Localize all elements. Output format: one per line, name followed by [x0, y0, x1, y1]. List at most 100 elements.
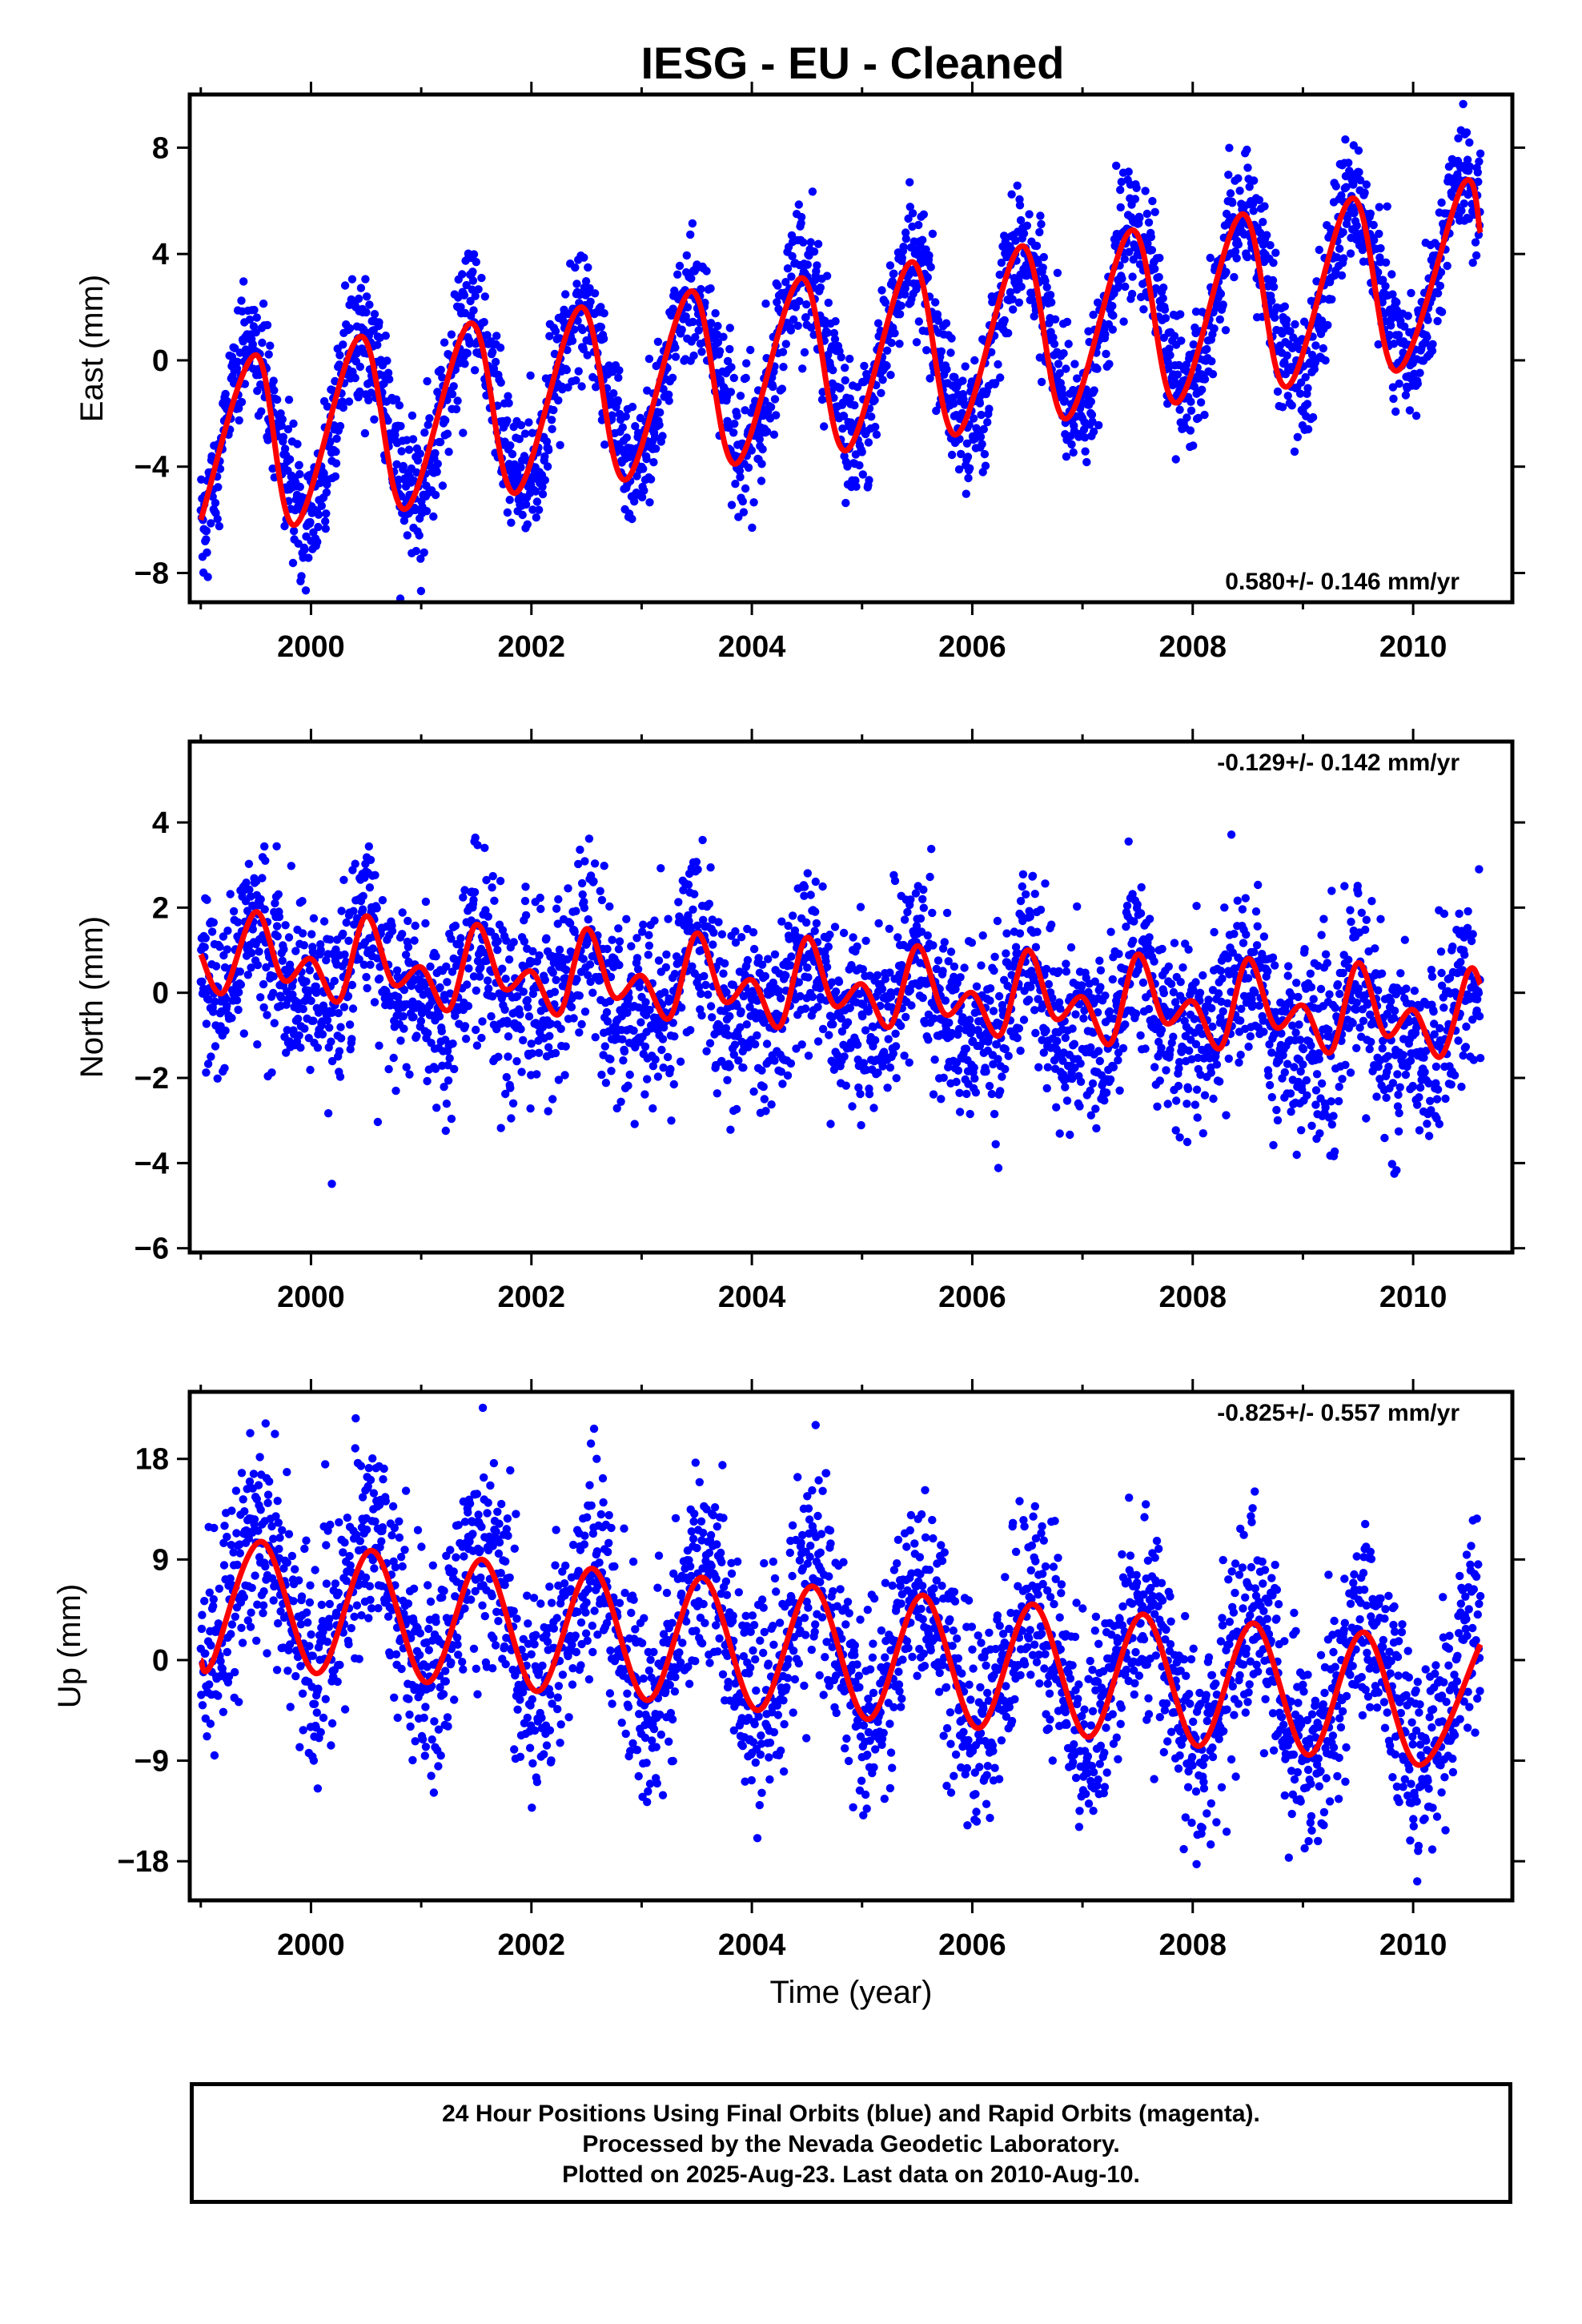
east-point	[1014, 298, 1024, 307]
north-point	[501, 1089, 510, 1099]
north-point	[232, 995, 242, 1005]
north-point	[831, 987, 841, 996]
north-point	[223, 1001, 231, 1011]
east-point	[994, 360, 1002, 369]
north-point	[209, 1007, 218, 1016]
north-point	[885, 968, 894, 977]
east-point	[1147, 246, 1157, 255]
north-point	[753, 1031, 761, 1040]
north-point	[651, 1055, 660, 1064]
north-point	[1002, 929, 1011, 938]
north-point	[580, 903, 589, 912]
east-point	[905, 178, 914, 187]
east-point	[1081, 447, 1090, 456]
north-point	[456, 934, 465, 943]
east-point	[253, 386, 262, 396]
north-point	[498, 964, 507, 973]
north-point	[335, 1047, 344, 1055]
north-point	[853, 942, 861, 951]
east-point	[895, 340, 904, 348]
east-point	[934, 316, 943, 325]
north-point	[316, 946, 325, 955]
east-point	[433, 460, 442, 468]
north-point	[1071, 1010, 1080, 1019]
north-point	[830, 923, 840, 931]
north-point	[732, 1104, 741, 1114]
east-point	[431, 490, 440, 500]
north-point	[619, 1056, 628, 1065]
north-point	[743, 955, 753, 965]
north-point	[256, 895, 265, 904]
east-point	[706, 284, 715, 293]
east-point	[770, 395, 780, 404]
east-point	[1381, 258, 1391, 267]
north-point	[502, 936, 511, 945]
north-point	[749, 928, 758, 937]
north-point	[311, 982, 320, 991]
east-point	[460, 291, 469, 300]
north-point	[588, 988, 597, 997]
north-point	[502, 1072, 511, 1082]
north-point	[273, 932, 282, 941]
north-point	[366, 855, 375, 865]
north-point	[813, 1037, 823, 1046]
east-point	[1089, 310, 1098, 320]
east-point	[841, 364, 849, 372]
east-point	[521, 500, 531, 509]
north-point	[669, 1019, 677, 1027]
east-point	[562, 365, 571, 375]
north-point	[600, 862, 608, 870]
east-point	[465, 339, 474, 348]
north-point	[1042, 964, 1051, 974]
north-point	[572, 907, 580, 915]
east-point	[981, 461, 990, 470]
north-point	[400, 1024, 408, 1033]
north-point	[806, 891, 815, 899]
east-point	[1000, 316, 1009, 325]
east-point	[1116, 203, 1125, 212]
north-point	[409, 1012, 418, 1022]
east-point	[1443, 261, 1452, 271]
east-point	[1080, 433, 1090, 442]
east-point	[1053, 268, 1062, 277]
east-point	[895, 310, 905, 319]
east-point	[1088, 417, 1097, 426]
east-point	[739, 508, 749, 517]
east-point	[1042, 283, 1051, 292]
east-point	[207, 452, 216, 460]
north-point	[347, 1035, 356, 1043]
east-point	[742, 359, 751, 368]
north-point	[298, 897, 307, 906]
north-point	[203, 895, 211, 904]
east-point	[263, 320, 272, 330]
east-point	[1249, 207, 1258, 215]
east-point	[882, 346, 892, 355]
east-point	[671, 343, 680, 352]
east-point	[538, 482, 547, 492]
north-point	[600, 1042, 609, 1051]
north-point	[402, 1063, 411, 1072]
east-point	[448, 390, 457, 399]
north-point	[243, 907, 252, 915]
north-point	[930, 1014, 938, 1023]
east-point	[237, 397, 247, 407]
east-point	[622, 433, 631, 442]
north-point	[632, 934, 641, 943]
north-point	[897, 1021, 905, 1031]
east-point	[954, 465, 964, 474]
north-point	[396, 1036, 405, 1045]
east-point	[1263, 231, 1271, 239]
east-point	[1032, 241, 1042, 251]
east-point	[1173, 370, 1182, 379]
north-point	[616, 1097, 625, 1107]
east-point	[1317, 316, 1327, 325]
east-point	[887, 339, 896, 348]
east-point	[886, 371, 895, 380]
east-point	[1230, 272, 1239, 282]
north-point	[580, 897, 588, 907]
north-point	[312, 988, 321, 997]
east-point	[794, 200, 803, 209]
north-point	[596, 887, 604, 895]
east-point	[215, 464, 225, 473]
north-point	[950, 962, 959, 971]
